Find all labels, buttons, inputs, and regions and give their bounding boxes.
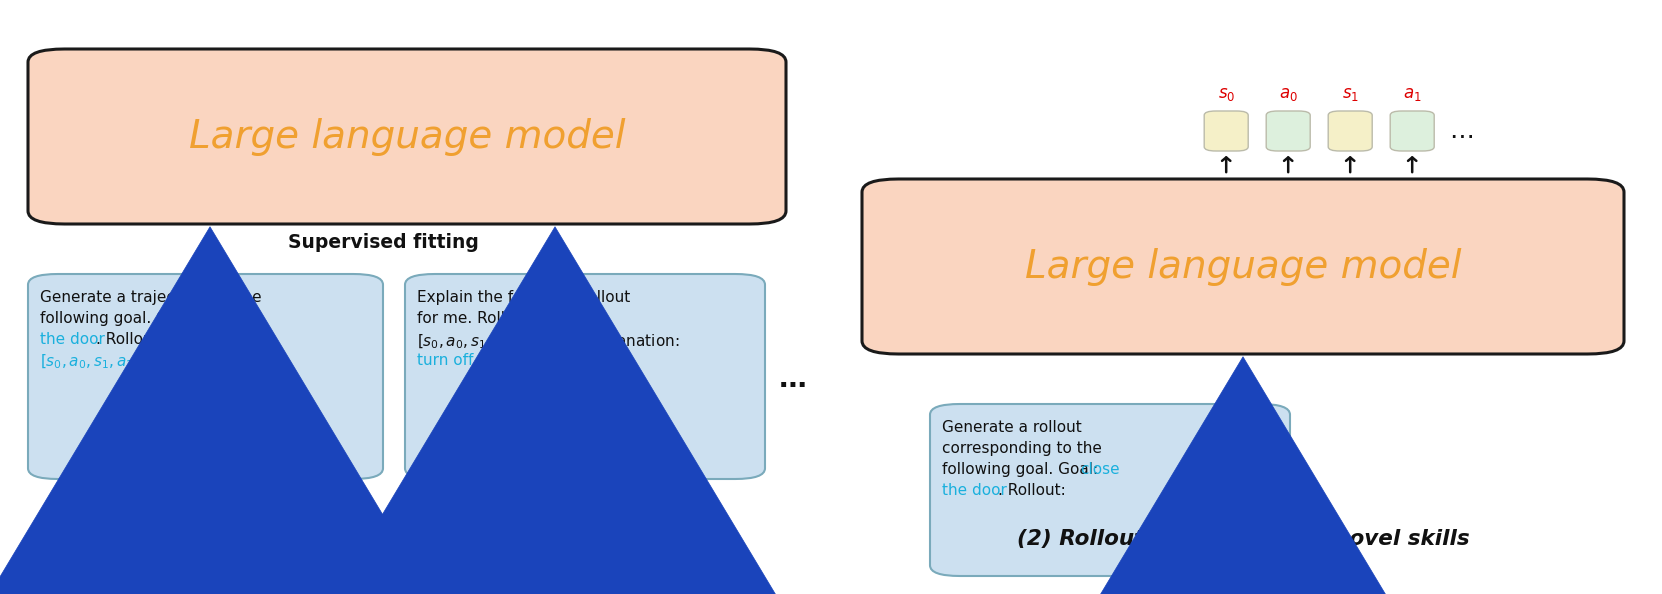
Text: close: close [1080, 462, 1120, 477]
FancyBboxPatch shape [28, 274, 382, 479]
Text: open: open [178, 311, 216, 326]
Text: …: … [1449, 119, 1474, 143]
Text: $s_{0}$: $s_{0}$ [1218, 85, 1235, 103]
Text: for me. Rollout:: for me. Rollout: [417, 311, 535, 326]
FancyBboxPatch shape [1266, 111, 1310, 151]
Text: Large language model: Large language model [1025, 248, 1461, 286]
FancyBboxPatch shape [406, 274, 765, 479]
Text: Large language model: Large language model [189, 118, 625, 156]
Text: Generate a trajectory for the: Generate a trajectory for the [40, 290, 261, 305]
Text: $[s_0, a_0, s_1, a_1$ \u2026]. Explanation:: $[s_0, a_0, s_1, a_1$ \u2026]. Explanati… [417, 332, 680, 351]
Text: $a_{0}$: $a_{0}$ [1278, 85, 1298, 103]
Text: (1) Grounding LLM in the environment: (1) Grounding LLM in the environment [183, 529, 648, 549]
FancyBboxPatch shape [1205, 111, 1248, 151]
Text: following goal. Goal:: following goal. Goal: [942, 462, 1104, 477]
FancyBboxPatch shape [28, 49, 786, 224]
Text: following goal. Goal:: following goal. Goal: [40, 311, 201, 326]
FancyBboxPatch shape [863, 179, 1624, 354]
Text: . Rollout:: . Rollout: [96, 332, 165, 347]
Text: the door: the door [942, 483, 1007, 498]
Text: turn off the light…: turn off the light… [417, 353, 557, 368]
Text: Explain the following rollout: Explain the following rollout [417, 290, 630, 305]
Text: $s_{1}$: $s_{1}$ [1341, 85, 1360, 103]
Text: Supervised fitting: Supervised fitting [288, 232, 479, 251]
FancyBboxPatch shape [1389, 111, 1434, 151]
Text: the door: the door [40, 332, 105, 347]
Text: corresponding to the: corresponding to the [942, 441, 1102, 456]
FancyBboxPatch shape [1328, 111, 1373, 151]
Text: Generate a rollout: Generate a rollout [942, 420, 1082, 435]
Text: $[s_0, a_0, s_1, a_1$ …]: $[s_0, a_0, s_1, a_1$ …] [40, 353, 160, 371]
Text: . Rollout:: . Rollout: [997, 483, 1065, 498]
Text: (2) Rollout generation for novel skills: (2) Rollout generation for novel skills [1017, 529, 1469, 549]
Text: …: … [779, 365, 808, 393]
Text: $a_{1}$: $a_{1}$ [1403, 85, 1421, 103]
FancyBboxPatch shape [931, 404, 1290, 576]
